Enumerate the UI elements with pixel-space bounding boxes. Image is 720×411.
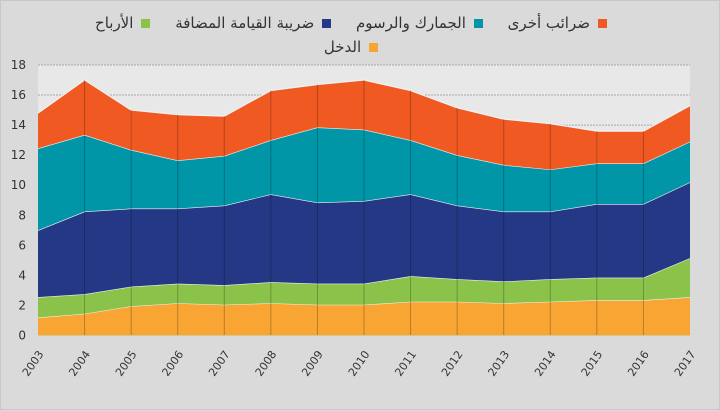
legend-label: الدخل	[323, 38, 362, 56]
legend-swatch	[141, 19, 151, 28]
legend-label: الأرباح	[95, 14, 134, 32]
legend-item-profits: الأرباح	[95, 11, 151, 35]
x-tick-label: 2013	[485, 348, 512, 378]
y-tick-label: 8	[18, 208, 26, 222]
area-series-3	[38, 127, 690, 231]
x-tick-label: 2016	[625, 348, 652, 378]
series-edge-4	[37, 79, 691, 132]
legend-label: ضرائب أخرى	[507, 14, 590, 32]
x-tick-label: 2008	[253, 348, 280, 378]
legend-swatch	[322, 19, 332, 28]
y-tick-label: 2	[18, 298, 26, 312]
legend-swatch	[597, 19, 607, 28]
x-tick-label: 2006	[159, 348, 186, 378]
y-tick-label: 4	[18, 268, 26, 282]
y-tick-label: 10	[11, 178, 26, 192]
legend-label: ضريبة القيامة المضافة	[175, 14, 315, 32]
x-tick-label: 2015	[579, 348, 606, 378]
legend-item-customs: الجمارك والرسوم	[356, 11, 483, 35]
area-series-0	[38, 297, 690, 336]
x-tick-label: 2012	[439, 348, 466, 378]
area-series-4	[38, 80, 690, 170]
x-tick-label: 2011	[392, 348, 419, 378]
x-tick-label: 2017	[672, 348, 699, 378]
y-tick-label: 6	[18, 238, 26, 252]
legend-item-income: الدخل	[323, 35, 379, 59]
y-tick-label: 14	[11, 118, 26, 132]
y-tick-label: 0	[18, 329, 26, 343]
y-tick-label: 12	[11, 148, 26, 162]
x-tick-label: 2009	[299, 348, 326, 378]
x-tick-label: 2005	[113, 348, 140, 378]
x-tick-label: 2003	[20, 348, 47, 378]
y-tick-label: 16	[11, 88, 26, 102]
legend-swatch	[473, 19, 483, 28]
x-tick-label: 2014	[532, 348, 559, 378]
x-tick-label: 2010	[346, 348, 373, 378]
legend-label: الجمارك والرسوم	[355, 14, 466, 32]
legend-item-vat: ضريبة القيامة المضافة	[175, 11, 332, 35]
x-tick-label: 2007	[206, 348, 233, 378]
x-tick-label: 2004	[66, 348, 93, 378]
legend-item-other-taxes: ضرائب أخرى	[508, 11, 607, 35]
legend-swatch	[369, 43, 379, 52]
legend: ضرائب أخرى الجمارك والرسوم ضريبة القيامة…	[71, 11, 631, 59]
area-series-1	[38, 258, 690, 318]
area-series-2	[38, 182, 690, 298]
y-tick-label: 18	[11, 58, 26, 72]
